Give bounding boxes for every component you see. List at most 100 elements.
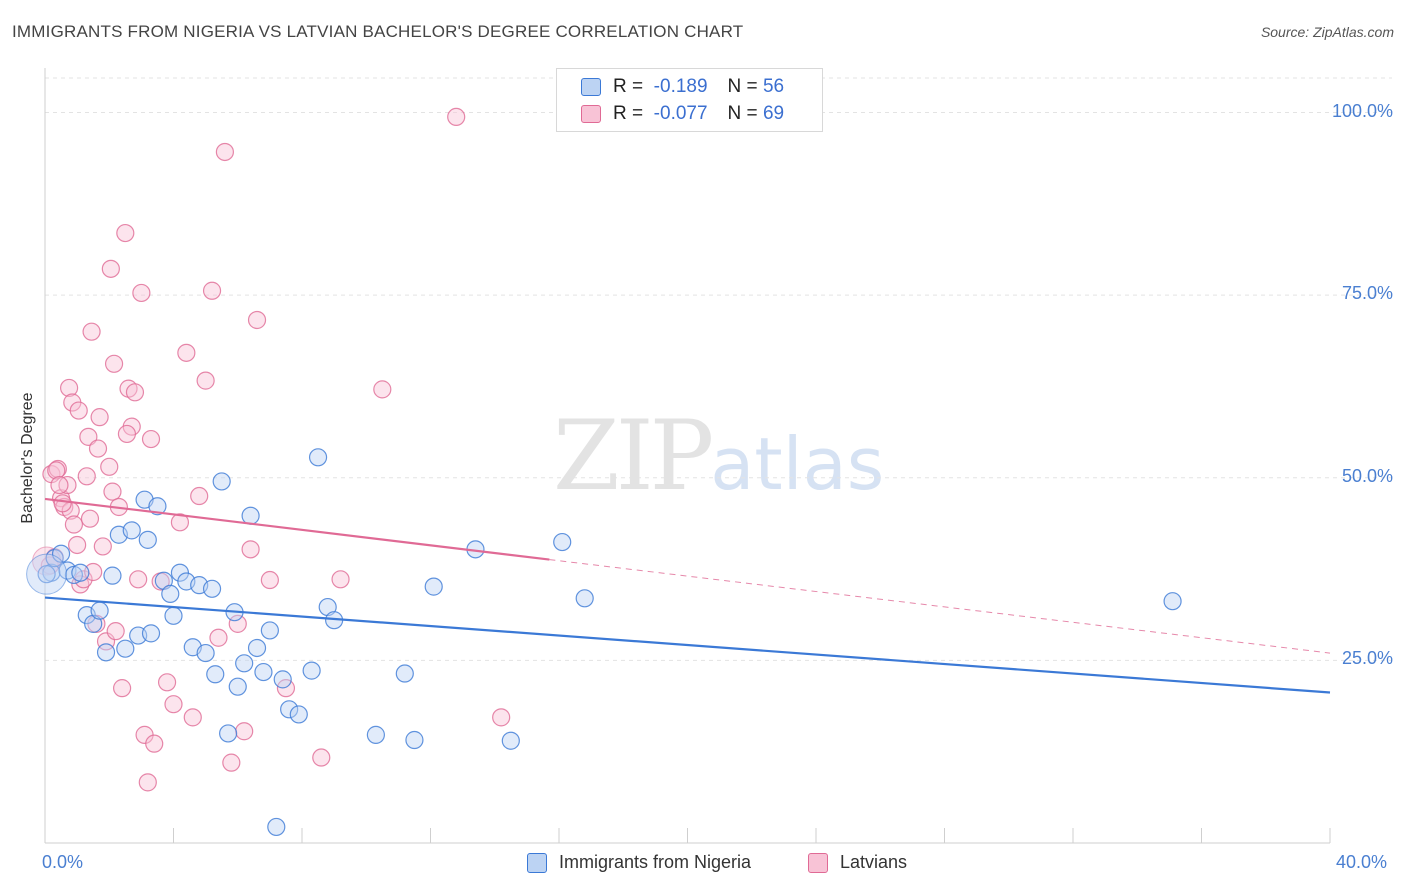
data-point (116, 639, 135, 658)
data-point (129, 570, 148, 589)
data-point (575, 589, 594, 608)
x-tick-label-min: 0.0% (42, 852, 84, 872)
stats-legend: R = -0.189 N = 56 R = -0.077 N = 69 (556, 68, 823, 132)
data-point (280, 700, 299, 719)
data-point (138, 773, 157, 792)
data-point (93, 537, 112, 556)
trend-line-latvians-extension (549, 559, 1331, 654)
data-point (222, 753, 241, 772)
legend-n-value: 69 (762, 103, 785, 124)
trend-lines (44, 497, 1331, 694)
legend-r-value: -0.077 (653, 103, 708, 124)
data-point (141, 624, 161, 643)
x-tick-label-max: 40.0% (1336, 852, 1388, 872)
data-point (64, 515, 84, 534)
data-point (164, 606, 183, 625)
data-point (312, 748, 331, 767)
data-point (90, 601, 109, 620)
data-point (50, 475, 69, 495)
bottom-legend-nigeria: Immigrants from Nigeria (527, 852, 751, 873)
data-point (553, 532, 572, 552)
y-tick-label: 50.0% (1341, 465, 1393, 486)
data-point (241, 506, 260, 525)
legend-n-label: N = (727, 76, 758, 97)
data-point (219, 724, 238, 743)
data-point (308, 448, 328, 467)
data-point (331, 570, 350, 589)
grid-lines (45, 77, 1392, 661)
data-point (103, 482, 122, 501)
legend-row-latvians: R = -0.077 N = 69 (581, 101, 784, 127)
data-point (273, 670, 292, 689)
chart-title: IMMIGRANTS FROM NIGERIA VS LATVIAN BACHE… (12, 22, 744, 41)
data-point (71, 563, 90, 582)
data-point (148, 497, 167, 516)
data-point (47, 461, 66, 480)
data-point (59, 378, 79, 398)
data-point (209, 628, 228, 647)
data-point (117, 424, 137, 444)
data-point (241, 540, 260, 559)
data-point (492, 708, 511, 727)
data-point (1163, 592, 1182, 611)
data-point (141, 429, 161, 449)
data-point (79, 427, 98, 446)
data-point (366, 725, 385, 744)
y-axis-label: Bachelor's Degree (19, 392, 36, 524)
data-point-cluster (26, 553, 68, 595)
y-tick-label: 25.0% (1341, 648, 1393, 669)
data-point (170, 513, 190, 532)
legend-n-value: 56 (762, 76, 785, 97)
data-point (77, 467, 96, 486)
data-point (206, 665, 225, 684)
data-point (228, 614, 247, 633)
data-point (395, 664, 414, 683)
data-point (501, 731, 520, 750)
data-point (260, 621, 279, 640)
data-point (247, 310, 267, 330)
y-tick-label: 100.0% (1331, 100, 1393, 121)
watermark-zip: ZIP (553, 400, 714, 512)
data-point (235, 654, 254, 673)
data-point (82, 322, 101, 341)
data-point (212, 472, 231, 491)
data-point (125, 383, 145, 402)
data-point (202, 579, 222, 598)
data-point (196, 643, 215, 663)
bottom-legend-label-latvians: Latvians (840, 852, 908, 872)
legend-r-label: R = (613, 103, 644, 124)
data-point (104, 354, 124, 373)
bottom-legend-swatch-blue (527, 852, 547, 873)
trend-line-nigeria (44, 596, 1331, 694)
data-point (51, 544, 71, 563)
data-point (247, 638, 267, 658)
watermark-atlas: atlas (710, 422, 885, 506)
data-point (183, 708, 202, 727)
data-point (37, 565, 56, 584)
data-point (424, 577, 443, 596)
legend-row-nigeria: R = -0.189 N = 56 (581, 74, 784, 100)
data-point (164, 695, 183, 714)
data-point (68, 535, 87, 555)
data-point (161, 584, 180, 604)
data-point (132, 283, 151, 303)
data-point (190, 486, 209, 506)
data-point (122, 521, 141, 540)
data-point (157, 673, 177, 692)
data-point (196, 371, 215, 390)
data-point (254, 662, 273, 682)
axes (44, 68, 1331, 844)
series-nigeria (26, 448, 1182, 837)
data-point (447, 107, 466, 127)
data-point (215, 142, 234, 162)
legend-r-label: R = (613, 76, 644, 97)
trend-line-latvians (44, 497, 550, 561)
data-point (302, 661, 321, 680)
data-point (88, 439, 108, 458)
legend-swatch-blue (581, 78, 601, 96)
data-point (138, 530, 157, 549)
data-point (405, 730, 424, 750)
data-point (53, 494, 72, 513)
data-point (260, 570, 279, 590)
